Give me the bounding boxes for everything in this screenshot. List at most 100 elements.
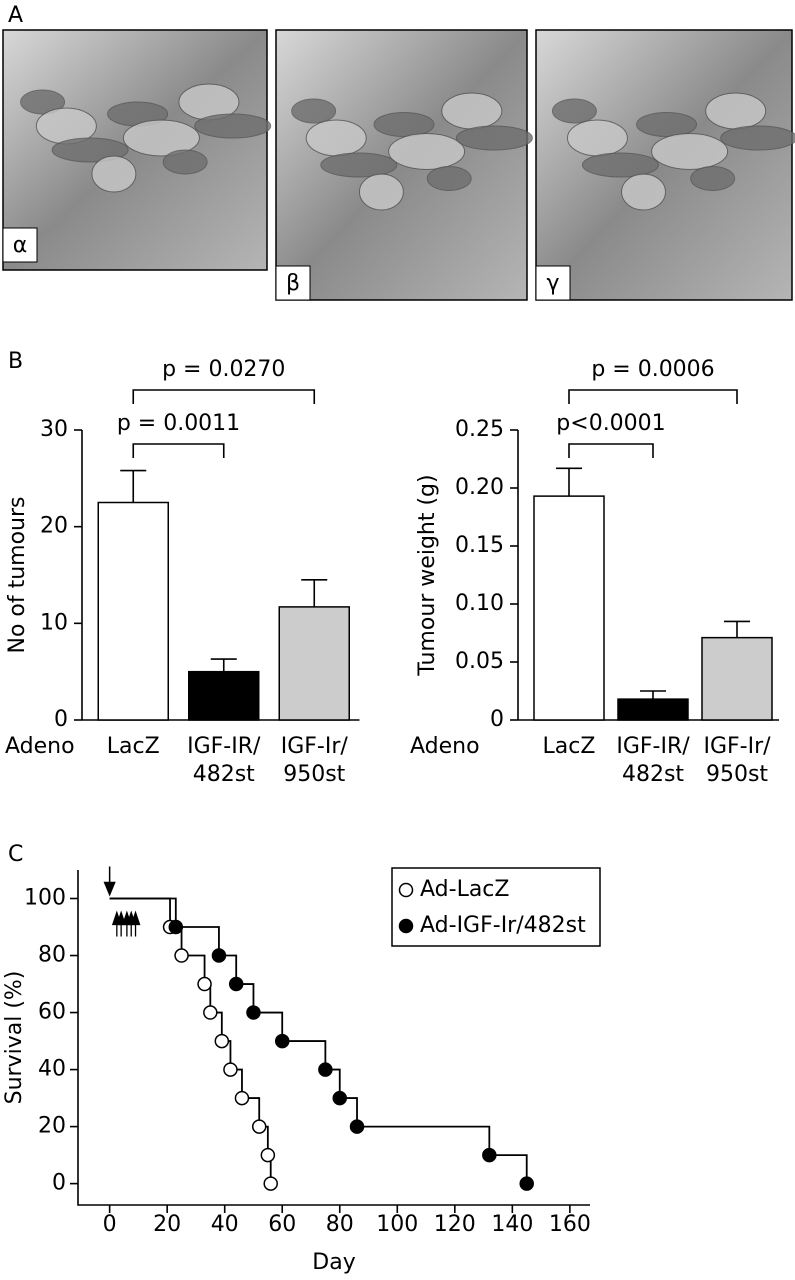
- bar: [278, 606, 350, 721]
- photo-detail: [651, 133, 729, 170]
- x-tick-label: IGF-IR/482st: [616, 734, 690, 787]
- marker: [234, 1090, 250, 1106]
- photo-detail: [162, 149, 208, 175]
- y-tick-label: 0: [54, 707, 68, 732]
- y-tick-label: 30: [40, 417, 68, 442]
- panel-label: B: [8, 349, 23, 374]
- y-tick-label: 20: [40, 514, 68, 539]
- x-axis-label: Day: [312, 1250, 355, 1275]
- photo-detail: [720, 125, 795, 151]
- x-tick-label: 80: [326, 1212, 354, 1237]
- x-tick-label: 20: [153, 1212, 181, 1237]
- photo-detail: [388, 133, 466, 170]
- photo-detail: [20, 89, 66, 115]
- x-tick-label: 40: [211, 1212, 239, 1237]
- y-tick-label: 0.15: [455, 533, 504, 558]
- legend: [391, 867, 601, 947]
- photo-detail: [581, 152, 659, 178]
- photo-detail: [636, 112, 698, 137]
- arrow-up: [116, 910, 127, 937]
- bar: [701, 636, 773, 721]
- marker: [349, 1119, 365, 1134]
- significance-bracket: [568, 443, 654, 458]
- x-tick-label: 160: [549, 1212, 591, 1237]
- y-tick-label: 0.25: [455, 417, 504, 442]
- photo-label: β: [286, 271, 300, 296]
- y-tick-label: 60: [38, 1000, 66, 1025]
- bar: [617, 698, 689, 721]
- significance-bracket: [132, 389, 316, 404]
- photo-row: α β γ: [2, 29, 795, 301]
- photo-detail: [441, 92, 503, 130]
- p-value: p<0.0001: [556, 411, 665, 436]
- marker: [168, 919, 184, 935]
- legend-label: Ad-IGF-Ir/482st: [420, 913, 586, 938]
- marker: [318, 1062, 333, 1077]
- x-tick-label: 120: [434, 1212, 476, 1237]
- y-axis-label: Survival (%): [2, 971, 27, 1105]
- marker: [228, 976, 244, 992]
- marker: [174, 948, 189, 963]
- photo-detail: [194, 113, 272, 139]
- x-tick-label: 0: [103, 1212, 117, 1237]
- photo-detail: [305, 119, 367, 157]
- survival-line: [109, 897, 272, 1184]
- error-bar: [724, 620, 750, 638]
- x-tick-label: IGF-Ir/950st: [703, 734, 771, 787]
- p-value: p = 0.0270: [162, 357, 285, 382]
- p-value: p = 0.0011: [117, 411, 240, 436]
- photo-label: γ: [546, 271, 559, 296]
- y-tick-label: 10: [40, 610, 68, 635]
- panel-label: A: [8, 3, 23, 28]
- marker: [482, 1147, 497, 1163]
- photo-detail: [320, 152, 398, 178]
- significance-bracket: [132, 443, 225, 458]
- x-tick-label: 140: [491, 1212, 533, 1237]
- y-tick-label: 0.10: [455, 591, 504, 616]
- marker: [274, 1033, 290, 1049]
- photo-label: α: [13, 233, 28, 258]
- x-tick-label: IGF-IR/482st: [187, 734, 261, 787]
- p-value: p = 0.0006: [591, 357, 714, 382]
- legend-marker: [398, 882, 414, 898]
- photo-label-box: [2, 227, 38, 263]
- photo-detail: [426, 166, 472, 191]
- legend-label: Ad-LacZ: [420, 877, 509, 902]
- photo-detail: [621, 173, 667, 211]
- photo-detail: [122, 119, 200, 157]
- bar: [188, 670, 260, 721]
- axes: [77, 870, 590, 1206]
- marker: [263, 1176, 278, 1191]
- x-axis-label: Adeno: [410, 734, 480, 759]
- y-tick-label: 0: [490, 707, 504, 732]
- marker: [203, 1005, 218, 1020]
- bar: [533, 495, 605, 721]
- x-axis-label: Adeno: [5, 734, 75, 759]
- photo-detail: [551, 98, 597, 124]
- y-axis-label: No of tumours: [5, 496, 30, 653]
- marker: [246, 1005, 261, 1020]
- x-tick-label: IGF-Ir/950st: [281, 734, 349, 787]
- error-bar: [301, 579, 328, 607]
- photo-label-box: [275, 265, 311, 301]
- y-tick-label: 100: [24, 886, 66, 911]
- y-tick-label: 0.20: [455, 475, 504, 500]
- photo-label-box: [535, 265, 571, 301]
- y-axis-label: Tumour weight (g): [415, 474, 440, 676]
- photo-detail: [705, 92, 767, 130]
- marker: [519, 1176, 534, 1191]
- photo-detail: [291, 98, 337, 124]
- panel-label: C: [8, 842, 23, 867]
- y-tick-label: 20: [38, 1114, 66, 1139]
- marker: [332, 1090, 348, 1106]
- marker: [260, 1147, 276, 1163]
- legend-marker: [398, 918, 414, 934]
- photo-detail: [373, 112, 435, 137]
- error-bar: [556, 467, 582, 497]
- x-tick-label: LacZ: [107, 734, 160, 759]
- photo-detail: [455, 125, 533, 151]
- arrow-up: [130, 910, 141, 937]
- marker: [197, 976, 212, 992]
- error-bar: [640, 690, 666, 700]
